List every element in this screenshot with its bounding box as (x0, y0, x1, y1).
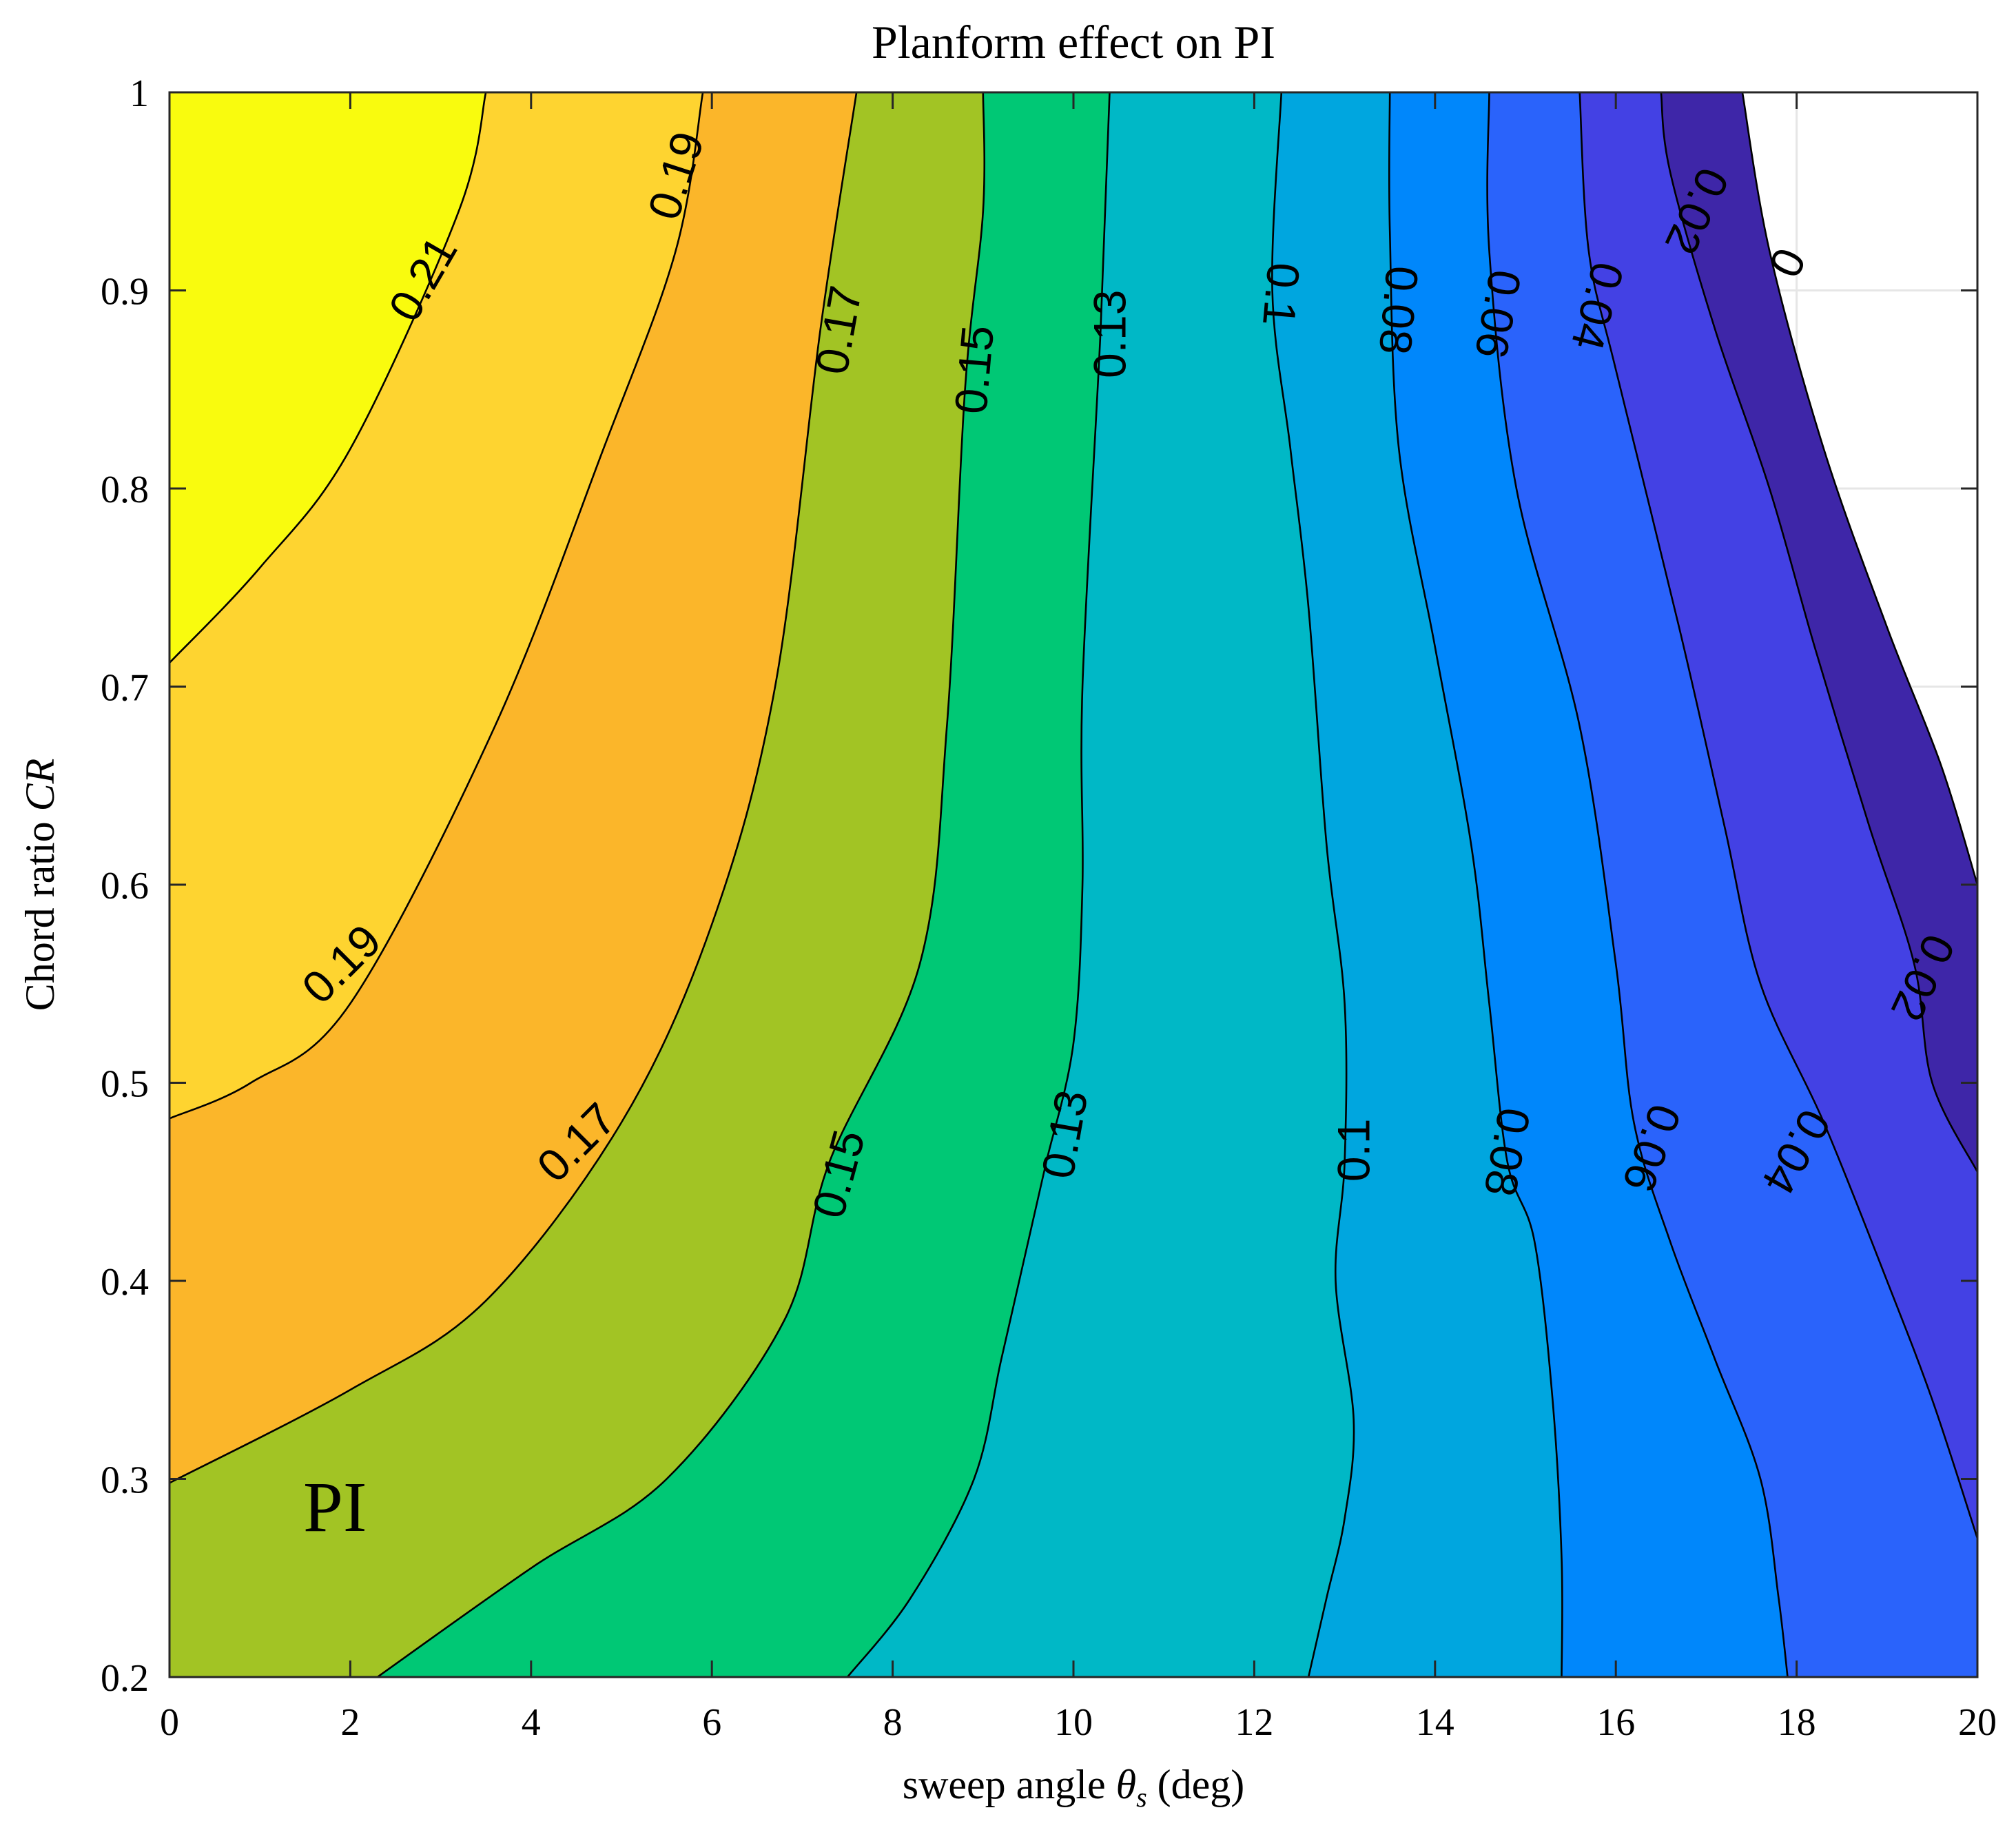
contour-label: 0.1 (1253, 260, 1310, 328)
x-tick-label: 10 (1054, 1701, 1093, 1744)
y-tick-label: 0.4 (101, 1261, 149, 1304)
contour-line-0_17 (169, 92, 858, 1484)
x-tick-label: 4 (522, 1701, 541, 1744)
x-axis-label-suffix: (deg) (1147, 1762, 1245, 1807)
contour-label: 0.1 (1328, 1118, 1379, 1182)
filled-contours (169, 92, 1977, 1677)
x-axis-label-symbol: θ (1116, 1762, 1136, 1807)
contour-label: 0.15 (945, 323, 1003, 415)
chart-title: Planform effect on PI (872, 16, 1275, 68)
y-tick-label: 0.5 (101, 1063, 149, 1106)
y-tick-labels: 0.2 0.3 0.4 0.5 0.6 0.7 0.8 0.9 1 (101, 72, 149, 1700)
x-axis-label-subscript: s (1136, 1782, 1147, 1813)
x-tick-label: 18 (1778, 1701, 1816, 1744)
x-tick-label: 6 (702, 1701, 721, 1744)
contour-line-0_1 (1271, 92, 1355, 1677)
x-tick-label: 16 (1596, 1701, 1635, 1744)
x-tick-label: 2 (340, 1701, 360, 1744)
y-tick-label: 0.6 (101, 865, 149, 907)
contour-line-0_15 (377, 92, 986, 1677)
pi-annotation: PI (303, 1468, 367, 1547)
contour-label: 0.08 (1370, 264, 1428, 356)
x-tick-label: 0 (160, 1701, 179, 1744)
y-tick-label: 0.2 (101, 1657, 149, 1700)
y-axis-label-prefix: Chord ratio (17, 811, 63, 1011)
y-tick-label: 0.9 (101, 271, 149, 313)
contour-label: 0.13 (1084, 290, 1135, 378)
x-axis-label-prefix: sweep angle (903, 1762, 1116, 1807)
y-tick-label: 0.7 (101, 667, 149, 710)
x-tick-labels: 0 2 4 6 8 10 12 14 16 18 20 (160, 1701, 1997, 1744)
y-axis-label-symbol: CR (17, 759, 63, 812)
contour-line-0_06 (1486, 92, 1789, 1677)
y-axis-label: Chord ratio CR (17, 759, 63, 1011)
x-tick-label: 12 (1235, 1701, 1273, 1744)
contour-line-0_08 (1388, 92, 1563, 1677)
contour-line-0_02 (1660, 92, 1977, 1173)
axis-ticks (168, 91, 1979, 1678)
contour-line-0_19 (169, 92, 704, 1120)
contour-lines (169, 92, 1977, 1677)
x-tick-label: 20 (1958, 1701, 1997, 1744)
y-tick-label: 0.8 (101, 469, 149, 511)
plot-area: 0.210.190.17 0.15 0.13 0.1 0.08 0.06 0.040.020… (168, 91, 1979, 1678)
contour-line-0 (1741, 92, 1977, 885)
x-tick-label: 8 (883, 1701, 903, 1744)
y-tick-label: 0.3 (101, 1459, 149, 1502)
x-tick-label: 14 (1416, 1701, 1454, 1744)
y-tick-label: 1 (130, 72, 149, 115)
contour-line-0_04 (1578, 92, 1977, 1539)
contour-line-0_21 (169, 92, 487, 664)
x-axis-label: sweep angle θs (deg) (903, 1762, 1245, 1813)
contour-line-0_13 (846, 92, 1111, 1677)
